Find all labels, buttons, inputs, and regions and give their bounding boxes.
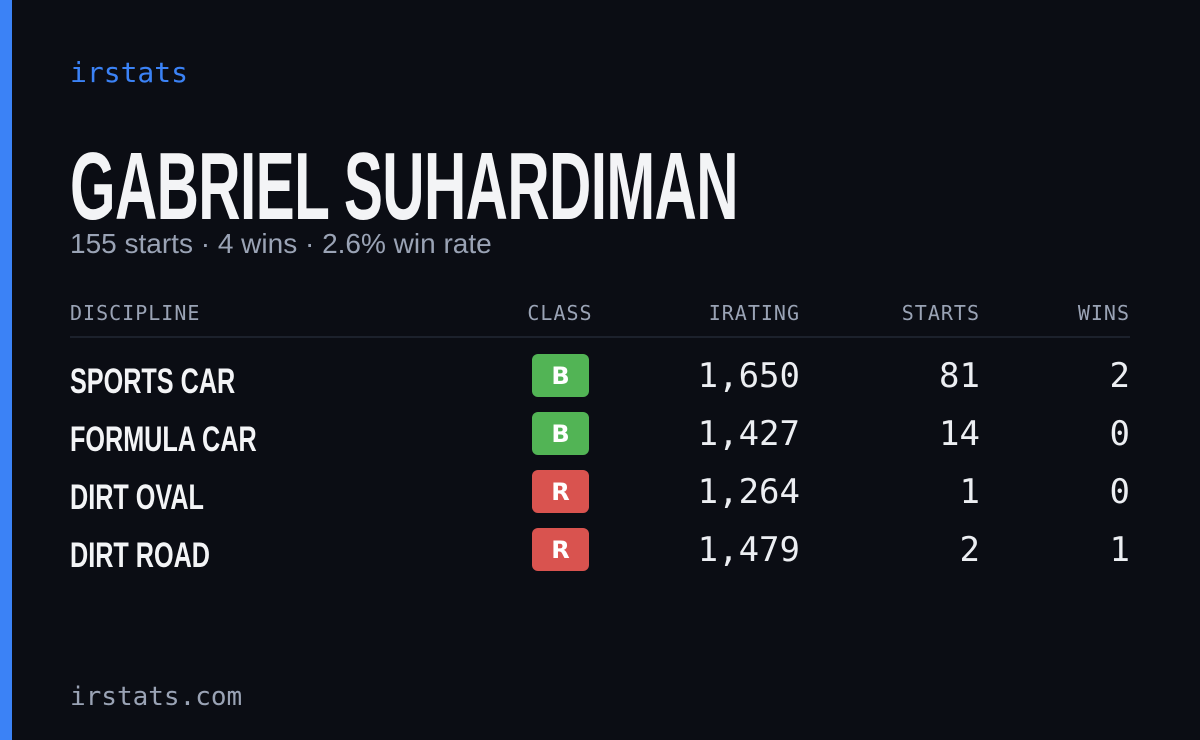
accent-bar — [0, 0, 12, 740]
starts: 81 — [939, 356, 980, 396]
starts: 1 — [959, 472, 980, 512]
starts: 14 — [939, 414, 980, 454]
footer-url: irstats.com — [70, 682, 243, 712]
discipline: FORMULA CAR — [70, 420, 257, 459]
class-badge: R — [532, 528, 589, 571]
wins: 2 — [1109, 356, 1130, 396]
brand: irstats — [70, 56, 189, 89]
wins: 0 — [1109, 414, 1130, 454]
class-badge: R — [532, 470, 589, 513]
irating: 1,427 — [697, 414, 800, 454]
irating: 1,650 — [697, 356, 800, 396]
discipline: DIRT ROAD — [70, 536, 210, 575]
column-header: WINS — [1077, 301, 1130, 325]
class-badge: B — [532, 354, 589, 397]
irating: 1,264 — [697, 472, 800, 512]
discipline: SPORTS CAR — [70, 362, 236, 401]
wins: 0 — [1109, 472, 1130, 512]
column-header: DISCIPLINE — [70, 301, 201, 325]
summary: 155 starts · 4 wins · 2.6% win rate — [70, 228, 492, 259]
wins: 1 — [1109, 530, 1130, 570]
header-rule — [70, 336, 1130, 338]
discipline: DIRT OVAL — [70, 478, 204, 517]
column-header: CLASS — [527, 301, 593, 325]
driver-name: GABRIEL SUHARDIMAN — [70, 133, 739, 240]
column-header: STARTS — [901, 301, 980, 325]
class-badge: B — [532, 412, 589, 455]
starts: 2 — [959, 530, 980, 570]
irating: 1,479 — [697, 530, 800, 570]
column-header: IRATING — [708, 301, 800, 325]
